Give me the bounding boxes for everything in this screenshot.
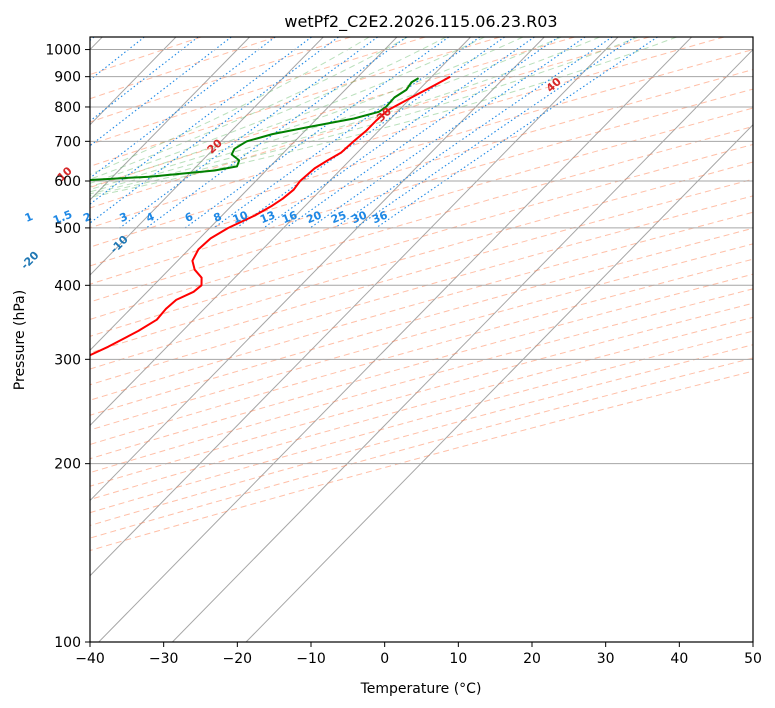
y-tick-label: 400 <box>54 278 81 294</box>
isotherm-line <box>90 37 324 276</box>
x-tick-label: −30 <box>149 651 179 667</box>
line-label: 36 <box>370 208 389 226</box>
moist-adiabat-line <box>90 37 562 193</box>
y-axis-label: Pressure (hPa) <box>12 290 28 390</box>
dry-adiabat-line <box>90 37 650 209</box>
dry-adiabat-line <box>90 258 753 446</box>
line-label: 16 <box>280 208 299 226</box>
dry-adiabat-line <box>90 49 753 248</box>
dry-adiabat-line <box>90 69 753 267</box>
dry-adiabat-line <box>90 211 753 401</box>
mixing-ratio-line <box>375 37 658 229</box>
isotherm-line <box>98 37 692 642</box>
dry-adiabat-line <box>90 37 725 229</box>
x-tick-label: −20 <box>223 651 253 667</box>
profile-line <box>90 75 451 357</box>
dry-adiabat-line <box>90 161 753 354</box>
mixing-ratio-line <box>263 37 535 229</box>
moist-adiabat-line <box>90 37 600 195</box>
line-label: 3 <box>118 210 130 225</box>
y-tick-label: 300 <box>54 352 81 368</box>
y-tick-label: 500 <box>54 221 81 237</box>
dry-adiabat-line <box>90 178 753 370</box>
mixing-ratio-line <box>146 37 407 229</box>
mixing-ratio-line <box>236 37 505 229</box>
y-tick-label: 100 <box>54 635 81 651</box>
isotherm-line <box>90 37 471 427</box>
dry-adiabat-line <box>90 227 753 416</box>
dry-adiabat-line <box>90 143 753 337</box>
line-label: 30 <box>350 208 369 226</box>
line-label: 13 <box>258 209 277 227</box>
x-tick-label: 10 <box>449 651 467 667</box>
plot-frame <box>89 36 754 643</box>
dry-adiabat-line <box>90 107 753 303</box>
x-tick-label: 50 <box>744 651 762 667</box>
line-label: 25 <box>329 209 348 227</box>
dry-adiabat-line <box>90 37 501 167</box>
line-labels: -100-90-80-70-60-50-40-30-20-100.10.20.4… <box>18 75 564 272</box>
moist-adiabat-line <box>90 37 370 176</box>
line-label: 1 <box>23 210 35 225</box>
mixing-ratio-line <box>213 37 481 229</box>
dry-adiabat-line <box>90 330 753 514</box>
line-label: 2 <box>81 210 93 225</box>
y-tick-label: 600 <box>54 174 81 190</box>
chart-title: wetPf2_C2E2.2026.115.06.23.R03 <box>284 12 557 32</box>
profiles <box>90 75 451 357</box>
dry-adiabat-line <box>90 37 426 146</box>
isotherm-line <box>90 37 398 351</box>
dry-adiabat-line <box>90 125 753 320</box>
dry-adiabat-line <box>90 357 753 539</box>
plot-background <box>90 37 753 642</box>
y-tick-label: 800 <box>54 100 81 116</box>
moist-adiabat-line <box>90 37 408 180</box>
x-axis-label: Temperature (°C) <box>360 681 482 697</box>
x-tick-label: −40 <box>75 651 105 667</box>
dry-adiabat-line <box>90 273 753 460</box>
mixing-ratio-line <box>285 37 559 229</box>
y-tick-label: 1000 <box>45 43 81 59</box>
dry-adiabat-line <box>90 302 753 487</box>
isotherm-line <box>90 37 619 577</box>
mixing-ratio-line <box>90 37 276 179</box>
x-tick-label: 30 <box>597 651 615 667</box>
plot-area <box>90 37 753 642</box>
mixing-ratio-line <box>90 37 232 147</box>
y-tick-label: 900 <box>54 70 81 86</box>
moist-adiabat-line <box>90 37 677 198</box>
mixing-ratio-line <box>90 37 312 205</box>
x-tick-label: 40 <box>670 651 688 667</box>
isotherm-line <box>172 48 753 642</box>
isotherm-line <box>90 37 250 201</box>
mixing-ratio-line <box>184 37 450 229</box>
dry-adiabat-line <box>90 37 276 100</box>
x-tick-label: −10 <box>296 651 326 667</box>
line-label: 10 <box>231 208 250 226</box>
background-lines <box>90 37 753 642</box>
mixing-ratio-line <box>119 37 378 229</box>
dry-adiabat-line <box>90 370 753 552</box>
isotherm-line <box>245 124 753 642</box>
isotherm-line <box>90 37 545 502</box>
y-tick-label: 200 <box>54 457 81 473</box>
profile-line <box>90 77 420 181</box>
axes: −40 −30 −20 −10 0 10 20 30 40 50 100 200 300 400 500 60… <box>45 43 762 667</box>
y-tick-label: 700 <box>54 134 81 150</box>
mixing-ratio-line <box>334 37 613 229</box>
x-tick-label: 20 <box>523 651 541 667</box>
moist-adiabat-line <box>90 37 485 188</box>
line-label: 8 <box>212 210 224 225</box>
line-label: 20 <box>304 208 323 226</box>
x-tick-label: 0 <box>380 651 389 667</box>
